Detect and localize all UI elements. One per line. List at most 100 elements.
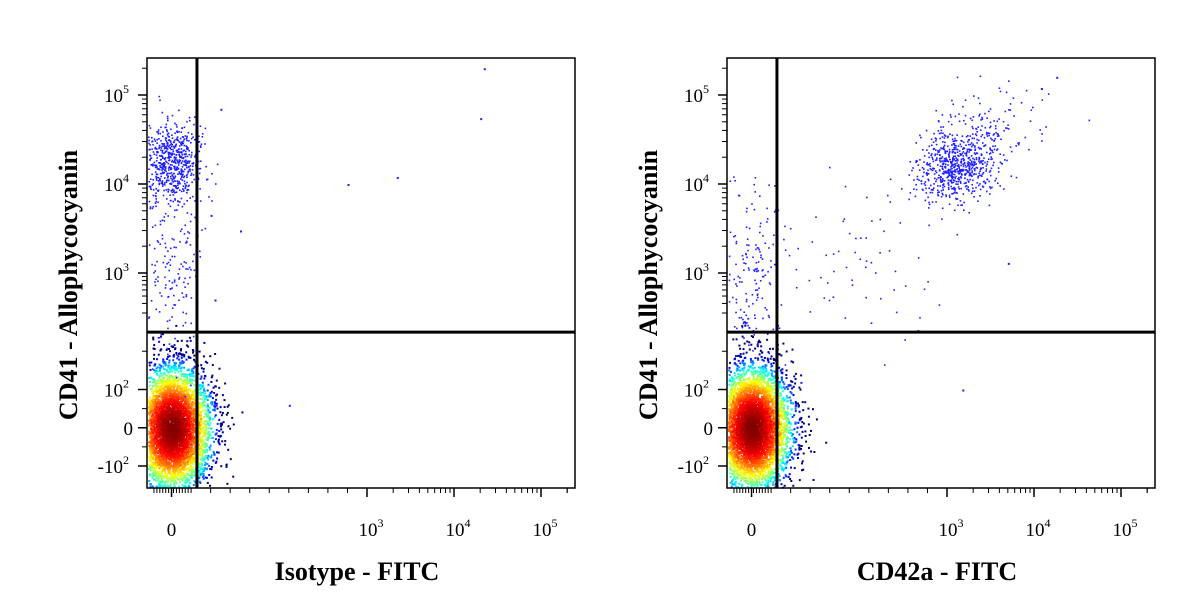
event-dot: [177, 465, 180, 468]
event-dot: [158, 438, 161, 441]
event-dot: [179, 478, 182, 481]
event-dot: [177, 410, 180, 413]
event-dot: [171, 415, 174, 418]
event-dot: [223, 406, 226, 408]
event-dot: [176, 424, 179, 427]
event-dot: [175, 191, 178, 194]
event-dot: [199, 466, 202, 469]
event-dot: [197, 465, 200, 467]
event-dot: [163, 432, 166, 435]
event-dot: [183, 366, 186, 369]
event-dot: [177, 477, 180, 480]
event-dot: [171, 191, 174, 194]
event-dot: [168, 382, 171, 385]
event-dot: [184, 155, 187, 158]
event-dot: [169, 379, 172, 382]
event-dot: [180, 455, 183, 458]
event-dot: [183, 393, 186, 396]
event-dot: [198, 350, 201, 353]
event-dot: [158, 431, 161, 434]
event-dot: [173, 433, 176, 436]
event-dot: [177, 381, 180, 384]
event-dot: [170, 183, 173, 186]
event-dot: [208, 406, 211, 409]
event-dot: [169, 371, 172, 374]
event-dot: [179, 435, 182, 438]
event-dot: [193, 116, 196, 118]
event-dot: [163, 182, 166, 184]
event-dot: [148, 136, 150, 139]
event-dot: [168, 355, 171, 358]
event-dot: [148, 364, 151, 367]
event-dot: [155, 392, 158, 395]
event-dot: [165, 348, 168, 351]
event-dot: [162, 164, 164, 167]
event-dot: [202, 472, 205, 475]
event-dot: [180, 425, 183, 428]
event-dot: [170, 454, 173, 457]
event-dot: [172, 141, 175, 144]
event-dot: [177, 447, 180, 450]
event-dot: [202, 396, 205, 399]
event-dot: [152, 151, 155, 153]
event-dot: [160, 378, 163, 381]
event-dot: [191, 169, 194, 171]
event-dot: [208, 394, 211, 397]
event-dot: [207, 413, 210, 416]
event-dot: [194, 458, 197, 461]
event-dot: [198, 393, 200, 396]
event-dot: [198, 150, 201, 153]
event-dot: [156, 374, 159, 377]
event-dot: [174, 175, 177, 177]
event-dot: [181, 353, 184, 356]
event-dot: [148, 396, 151, 399]
event-dot: [153, 138, 156, 140]
event-dot: [170, 400, 172, 403]
event-dot: [176, 454, 178, 457]
event-dot: [191, 400, 194, 403]
event-dot: [167, 444, 170, 447]
event-dot: [192, 440, 195, 443]
event-dot: [168, 458, 171, 461]
event-dot: [180, 441, 183, 444]
event-dot: [186, 188, 189, 191]
event-dot: [200, 375, 203, 378]
event-dot: [189, 380, 192, 383]
event-dot: [152, 447, 155, 450]
event-dot: [168, 468, 171, 471]
event-dot: [158, 467, 161, 470]
event-dot: [157, 353, 160, 356]
event-dot: [170, 142, 173, 145]
event-dot: [160, 175, 162, 178]
event-dot: [173, 189, 175, 192]
event-dot: [168, 169, 170, 171]
event-dot: [165, 412, 168, 415]
event-dot: [155, 388, 158, 391]
event-dot: [205, 468, 208, 471]
event-dot: [171, 383, 174, 386]
event-dot: [151, 417, 154, 420]
event-dot: [189, 119, 191, 122]
event-dot: [218, 418, 221, 421]
event-dot: [154, 470, 157, 473]
event-dot: [172, 454, 175, 457]
event-dot: [191, 422, 194, 425]
event-dot: [221, 394, 224, 397]
event-dot: [159, 382, 162, 384]
event-dot: [171, 137, 174, 139]
event-dot: [201, 457, 204, 460]
event-dot: [214, 394, 217, 397]
event-dot: [181, 408, 184, 411]
event-dot: [167, 135, 170, 138]
event-dot: [190, 459, 193, 462]
event-dot: [204, 461, 207, 464]
event-dot: [181, 459, 184, 462]
event-dot: [163, 343, 165, 346]
event-dot: [162, 381, 165, 384]
event-dot: [214, 433, 217, 436]
event-dot: [149, 187, 152, 189]
event-dot: [162, 391, 165, 394]
event-dot: [203, 432, 205, 435]
event-dot: [173, 480, 176, 483]
event-dot: [197, 477, 200, 480]
